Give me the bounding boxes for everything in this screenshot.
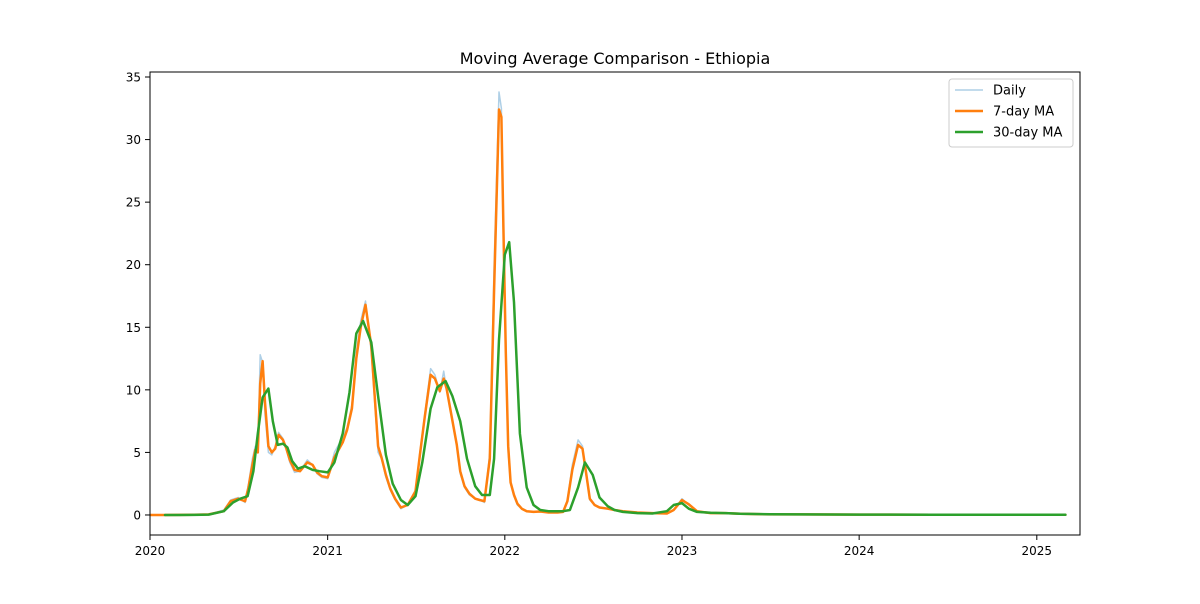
y-tick-label: 15 (126, 321, 141, 335)
series-group (150, 91, 1067, 517)
series-line-7-day-ma (150, 108, 1067, 517)
legend-label: Daily (993, 84, 1026, 99)
y-tick-label: 20 (126, 258, 141, 272)
y-tick-label: 30 (126, 133, 141, 147)
x-tick-label: 2024 (844, 544, 875, 558)
y-tick-label: 0 (133, 508, 141, 522)
series-line-30-day-ma (163, 240, 1067, 517)
y-tick-label: 35 (126, 71, 141, 85)
plot-area (149, 71, 1081, 536)
x-tick-label: 2020 (135, 544, 166, 558)
y-tick-label: 10 (126, 383, 141, 397)
legend-label: 7-day MA (993, 105, 1054, 120)
x-tick-label: 2025 (1022, 544, 1053, 558)
x-tick-label: 2023 (667, 544, 698, 558)
x-axis: 2020 2021 2022 2023 2024 2025 (135, 535, 1052, 558)
x-tick-label: 2021 (312, 544, 343, 558)
y-tick-label: 25 (126, 196, 141, 210)
y-axis: 0 5 10 15 20 25 30 35 (126, 71, 150, 522)
legend-label: 30-day MA (993, 126, 1062, 141)
y-tick-label: 5 (133, 446, 141, 460)
legend-box (948, 78, 1074, 148)
x-tick-label: 2022 (490, 544, 521, 558)
plot-frame (149, 71, 1081, 536)
chart-title: Moving Average Comparison - Ethiopia (460, 49, 771, 68)
legend: Daily 7-day MA 30-day MA (948, 78, 1074, 148)
